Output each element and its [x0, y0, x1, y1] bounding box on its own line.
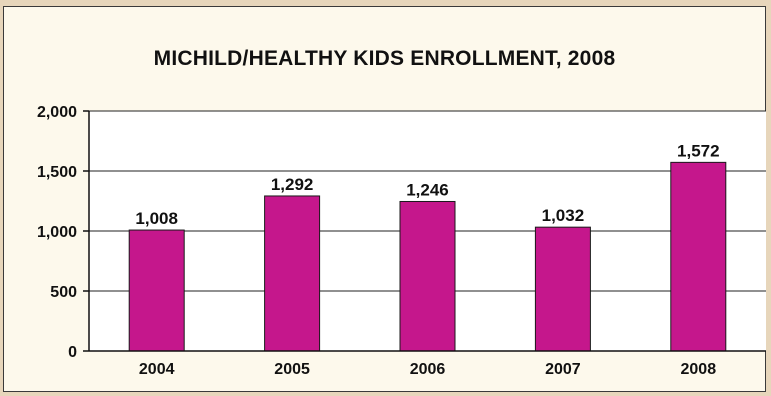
- y-tick-label: 0: [68, 344, 77, 361]
- bar-2004: [128, 229, 185, 352]
- y-tick-label: 2,000: [37, 104, 77, 121]
- chart-title: MICHILD/HEALTHY KIDS ENROLLMENT, 2008: [153, 47, 616, 70]
- x-tick-label: 2006: [410, 361, 446, 378]
- data-label: 1,008: [135, 209, 178, 228]
- data-label: 1,292: [271, 175, 314, 194]
- y-tick-label: 1,000: [37, 224, 77, 241]
- x-tick-label: 2005: [274, 361, 310, 378]
- y-tick-label: 1,500: [37, 164, 77, 181]
- x-tick-label: 2004: [139, 361, 175, 378]
- bar-2006: [399, 200, 456, 352]
- bar-2007: [534, 226, 591, 352]
- data-label: 1,572: [677, 141, 720, 160]
- data-label: 1,032: [542, 206, 585, 225]
- bar-2008: [670, 161, 727, 352]
- y-tick-label: 500: [50, 284, 77, 301]
- bar-2005: [264, 195, 321, 352]
- x-tick-label: 2007: [545, 361, 581, 378]
- x-tick-label: 2008: [681, 361, 717, 378]
- data-label: 1,246: [406, 180, 449, 199]
